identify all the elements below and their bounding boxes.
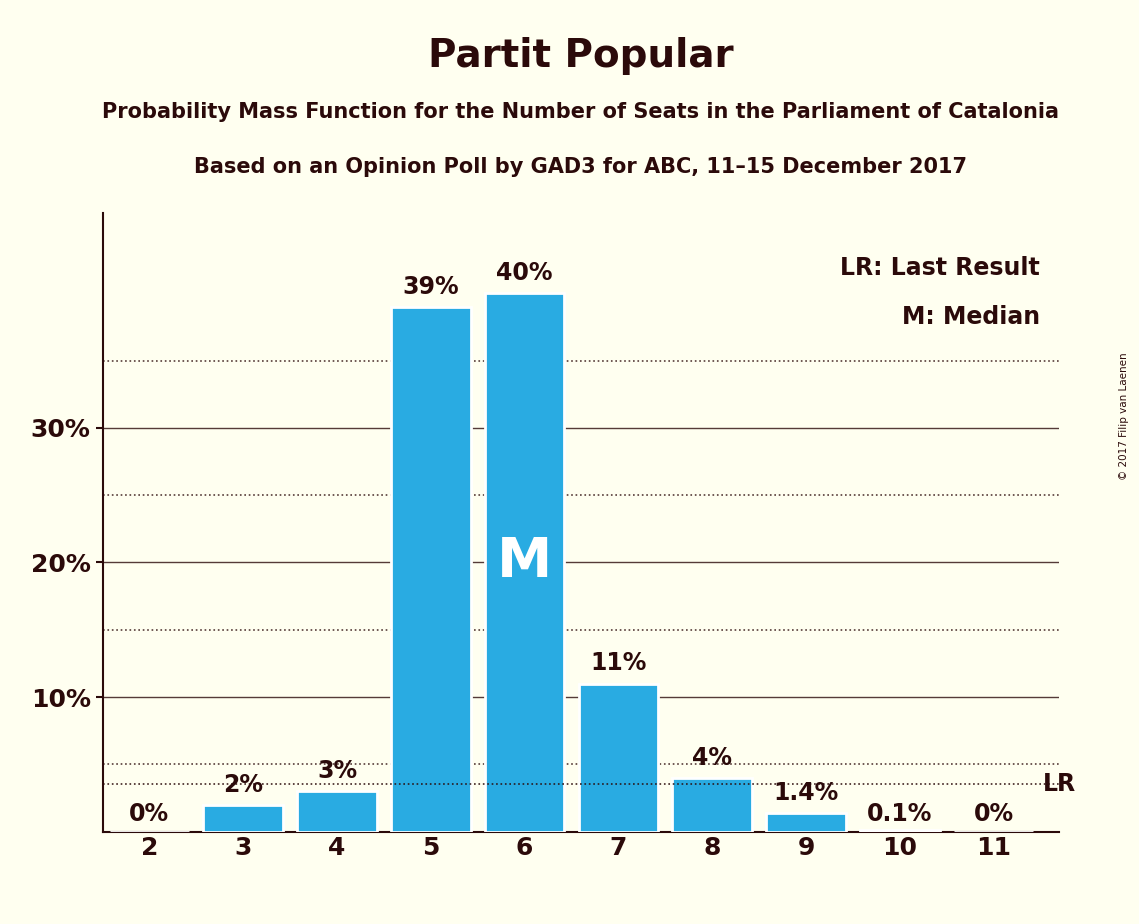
Bar xyxy=(485,293,565,832)
Bar xyxy=(297,791,377,832)
Text: 40%: 40% xyxy=(497,261,552,286)
Bar xyxy=(204,805,284,832)
Text: Probability Mass Function for the Number of Seats in the Parliament of Catalonia: Probability Mass Function for the Number… xyxy=(103,102,1059,122)
Bar xyxy=(391,307,470,832)
Text: LR: Last Result: LR: Last Result xyxy=(841,256,1040,280)
Text: M: Median: M: Median xyxy=(902,305,1040,329)
Bar xyxy=(672,778,752,832)
Text: 0.1%: 0.1% xyxy=(867,802,933,826)
Text: 0%: 0% xyxy=(974,802,1014,826)
Text: 39%: 39% xyxy=(402,274,459,298)
Text: LR: LR xyxy=(1042,772,1075,796)
Bar xyxy=(579,684,658,832)
Text: Partit Popular: Partit Popular xyxy=(428,37,734,75)
Text: 4%: 4% xyxy=(693,746,732,770)
Text: 2%: 2% xyxy=(223,772,263,796)
Text: 1.4%: 1.4% xyxy=(773,781,838,805)
Text: M: M xyxy=(497,535,552,590)
Text: Based on an Opinion Poll by GAD3 for ABC, 11–15 December 2017: Based on an Opinion Poll by GAD3 for ABC… xyxy=(195,157,967,177)
Text: 3%: 3% xyxy=(317,760,357,784)
Bar xyxy=(860,831,940,832)
Text: 11%: 11% xyxy=(590,651,647,675)
Bar xyxy=(767,813,846,832)
Text: © 2017 Filip van Laenen: © 2017 Filip van Laenen xyxy=(1120,352,1129,480)
Text: 0%: 0% xyxy=(130,802,170,826)
